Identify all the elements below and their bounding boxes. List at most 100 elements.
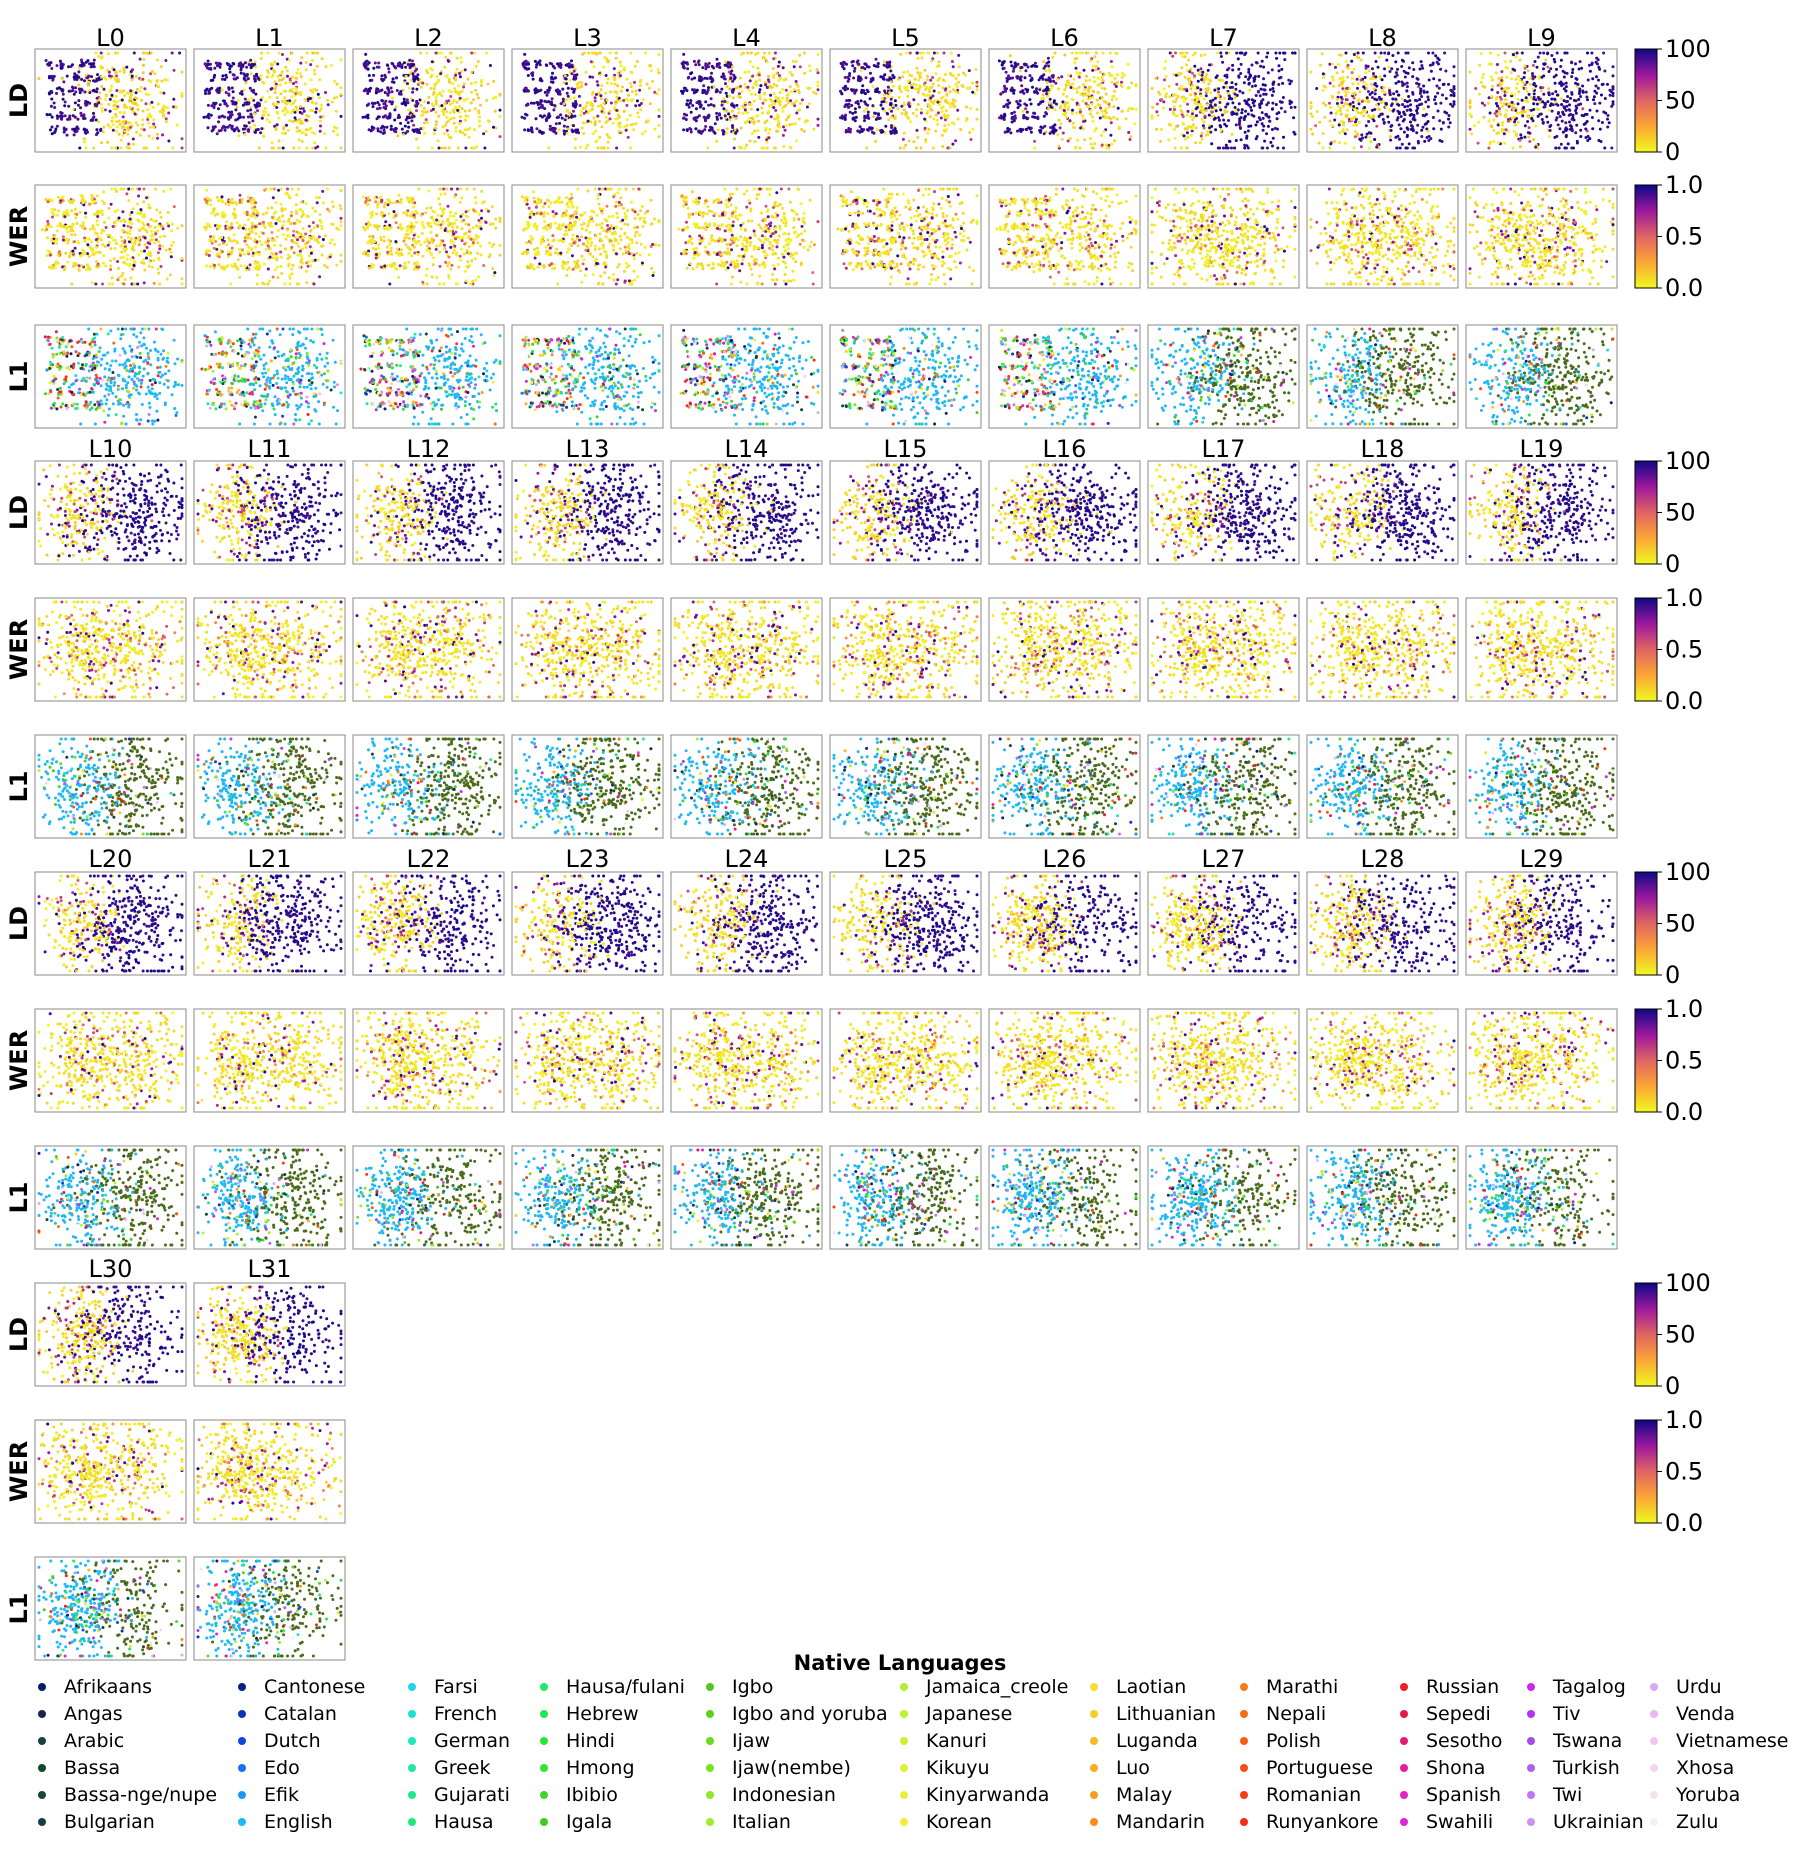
- scatter-point: [153, 72, 156, 75]
- scatter-point: [135, 389, 138, 392]
- scatter-point: [121, 272, 124, 275]
- scatter-point: [256, 109, 259, 112]
- scatter-point: [49, 361, 52, 364]
- scatter-point: [319, 130, 322, 133]
- scatter-point: [110, 203, 113, 206]
- scatter-point: [239, 92, 242, 95]
- scatter-point: [111, 360, 114, 363]
- scatter-point: [111, 94, 114, 97]
- scatter-point: [80, 254, 83, 257]
- scatter-point: [78, 264, 81, 267]
- scatter-point: [84, 253, 87, 256]
- scatter-point: [49, 343, 52, 346]
- scatter-point: [149, 225, 152, 228]
- scatter-point: [53, 102, 56, 105]
- scatter-point: [140, 99, 143, 102]
- scatter-point: [273, 61, 276, 64]
- scatter-point: [283, 96, 286, 99]
- scatter-point: [126, 258, 129, 261]
- scatter-point: [102, 131, 105, 134]
- scatter-point: [255, 105, 258, 108]
- scatter-point: [58, 346, 61, 349]
- scatter-point: [81, 62, 84, 65]
- scatter-point: [80, 59, 83, 62]
- scatter-point: [77, 118, 80, 121]
- scatter-point: [57, 262, 60, 265]
- scatter-point: [308, 254, 311, 257]
- scatter-point: [276, 236, 279, 239]
- scatter-point: [47, 249, 50, 252]
- scatter-point: [218, 129, 221, 132]
- scatter-point: [153, 282, 156, 285]
- scatter-point: [60, 225, 63, 228]
- scatter-point: [213, 105, 216, 108]
- scatter-point: [243, 224, 246, 227]
- scatter-point: [96, 381, 99, 384]
- scatter-point: [96, 73, 99, 76]
- scatter-point: [115, 395, 118, 398]
- scatter-point: [124, 328, 127, 331]
- scatter-point: [262, 82, 265, 85]
- scatter-point: [95, 408, 98, 411]
- scatter-point: [95, 246, 98, 249]
- scatter-point: [207, 104, 210, 107]
- scatter-point: [167, 140, 170, 143]
- scatter-point: [48, 367, 51, 370]
- scatter-point: [282, 220, 285, 223]
- scatter-point: [136, 203, 139, 206]
- scatter-point: [60, 342, 63, 345]
- scatter-point: [254, 246, 257, 249]
- scatter-point: [131, 355, 134, 358]
- scatter-point: [120, 422, 123, 425]
- scatter-point: [62, 195, 65, 198]
- scatter-point: [139, 90, 142, 93]
- scatter-point: [53, 208, 56, 211]
- scatter-point: [154, 232, 157, 235]
- scatter-point: [63, 267, 66, 270]
- scatter-point: [109, 379, 112, 382]
- scatter-point: [261, 117, 264, 120]
- scatter-point: [93, 383, 96, 386]
- scatter-point: [259, 131, 262, 134]
- scatter-point: [109, 387, 112, 390]
- scatter-point: [145, 347, 148, 350]
- scatter-point: [276, 111, 279, 114]
- scatter-point: [62, 235, 65, 238]
- scatter-point: [130, 237, 133, 240]
- scatter-point: [92, 89, 95, 92]
- scatter-point: [280, 188, 283, 191]
- panel-L1-LD: [194, 49, 345, 152]
- scatter-point: [103, 230, 106, 233]
- scatter-point: [70, 345, 73, 348]
- scatter-point: [144, 243, 147, 246]
- scatter-point: [84, 212, 87, 215]
- scatter-point: [311, 52, 314, 55]
- scatter-point: [181, 283, 184, 286]
- scatter-point: [136, 356, 139, 359]
- scatter-point: [143, 262, 146, 265]
- scatter-point: [164, 402, 167, 405]
- scatter-point: [94, 423, 97, 426]
- scatter-point: [227, 116, 230, 119]
- scatter-point: [131, 367, 134, 370]
- scatter-point: [284, 99, 287, 102]
- scatter-point: [256, 102, 259, 105]
- scatter-point: [102, 126, 105, 129]
- scatter-point: [91, 253, 94, 256]
- scatter-point: [216, 87, 219, 90]
- scatter-point: [96, 210, 99, 213]
- scatter-point: [148, 402, 151, 405]
- scatter-point: [253, 112, 256, 115]
- scatter-point: [62, 98, 65, 101]
- scatter-point: [105, 94, 108, 97]
- scatter-point: [146, 246, 149, 249]
- scatter-point: [286, 69, 289, 72]
- scatter-point: [109, 264, 112, 267]
- scatter-point: [298, 208, 301, 211]
- scatter-point: [101, 283, 104, 286]
- scatter-point: [157, 147, 160, 150]
- scatter-point: [276, 96, 279, 99]
- scatter-point: [229, 116, 232, 119]
- scatter-point: [66, 261, 69, 264]
- scatter-point: [47, 64, 50, 67]
